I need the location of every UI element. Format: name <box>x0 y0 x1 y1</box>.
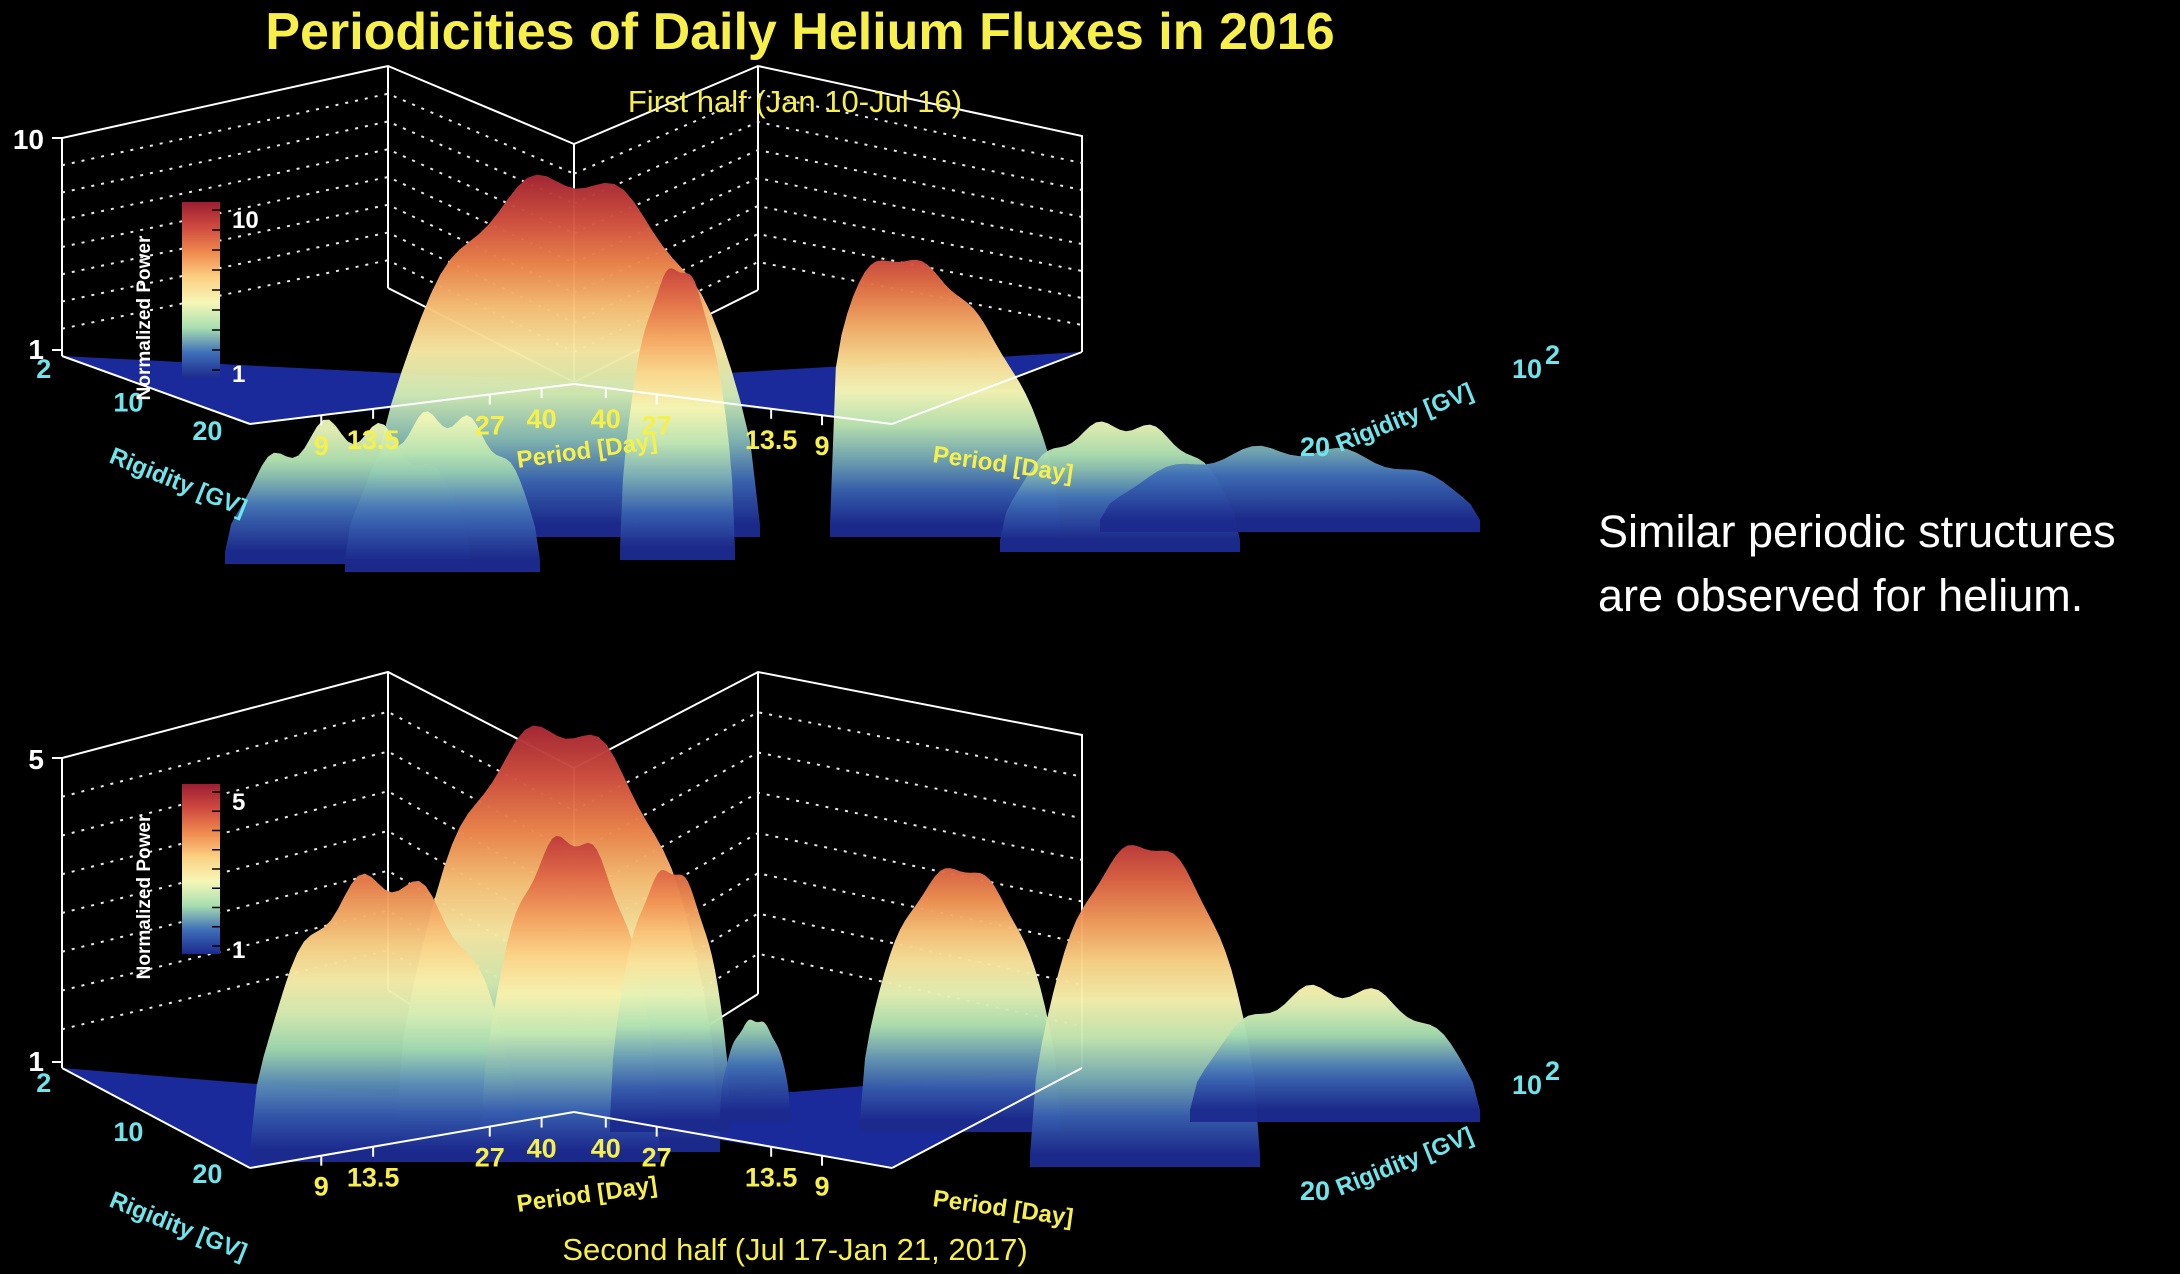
rigidity-tick-top-exponent: 2 <box>1545 340 1560 370</box>
z-tick-label-top: 10 <box>13 124 44 155</box>
panel-subtitle: Second half (Jul 17-Jan 21, 2017) <box>562 1232 1027 1267</box>
gridline-right <box>573 711 1083 812</box>
period-tick-left: 40 <box>527 404 557 434</box>
period-axis-left <box>249 1111 575 1169</box>
rigidity-axis-left <box>61 355 251 425</box>
rigidity-tick-right: 20 <box>1300 432 1330 462</box>
gridline-right <box>573 120 1083 205</box>
gridline-left <box>61 92 575 175</box>
surface-ridge <box>1100 445 1480 532</box>
z-tick-label-top: 5 <box>28 744 44 775</box>
surface-ridge <box>720 1019 790 1122</box>
period-axis-label-right: Period [Day] <box>931 1185 1075 1231</box>
period-tick-left: 9 <box>314 431 329 461</box>
gridline-right <box>573 751 1083 855</box>
rigidity-tick-left: 2 <box>36 1068 51 1098</box>
gridline-left <box>61 829 575 940</box>
surface-ridge <box>345 411 540 572</box>
colorbar-max-label: 10 <box>232 207 259 234</box>
z-tick-label-bottom: 1 <box>28 1046 44 1077</box>
rigidity-axis-right <box>891 351 1083 425</box>
side-note-line-1: Similar periodic structures <box>1598 506 2116 557</box>
side-note-line-2: are observed for helium. <box>1598 570 2084 621</box>
right-box-top-edge <box>573 64 1083 352</box>
rigidity-tick-left: 20 <box>192 1159 222 1189</box>
gridline-left <box>61 120 575 205</box>
period-tick-right: 13.5 <box>745 425 798 455</box>
colorbar-min-label: 1 <box>232 937 245 964</box>
period-tick-right: 9 <box>815 1172 830 1202</box>
panel-subtitle: First half (Jan 10-Jul 16) <box>628 84 962 119</box>
rigidity-axis-label-left: Rigidity [GV] <box>106 1187 251 1266</box>
gridline-right <box>573 176 1083 264</box>
rigidity-tick-left: 2 <box>36 354 51 384</box>
colorbar-min-label: 1 <box>232 361 245 388</box>
surface-ridge <box>830 259 1060 537</box>
period-tick-right: 9 <box>815 431 830 461</box>
period-tick-right: 27 <box>642 410 672 440</box>
gridline-right <box>573 148 1083 235</box>
rigidity-axis-left <box>61 1067 251 1169</box>
period-tick-left: 13.5 <box>347 1163 400 1193</box>
period-tick-right: 27 <box>642 1143 672 1173</box>
surface-ridge <box>620 268 735 560</box>
period-tick-right: 13.5 <box>745 1163 798 1193</box>
side-note: Similar periodic structures are observed… <box>1598 500 2116 628</box>
rigidity-axis-label-left: Rigidity [GV] <box>106 443 251 522</box>
colorbar-label: Normalized Power <box>134 814 155 979</box>
gridline-left <box>61 710 575 812</box>
colorbar-max-label: 5 <box>232 789 245 816</box>
surface-ridge <box>250 873 520 1162</box>
gridline-right <box>573 92 1083 175</box>
period-axis-left <box>249 383 575 425</box>
gridline-left <box>61 790 575 898</box>
colorbar-label: Normalized Power <box>134 235 155 400</box>
period-tick-left: 27 <box>475 410 505 440</box>
chart-title: Periodicities of Daily Helium Fluxes in … <box>265 3 1335 61</box>
rigidity-tick-right: 20 <box>1300 1176 1330 1206</box>
surface-ridge <box>610 870 730 1132</box>
surface-ridge <box>1190 984 1480 1122</box>
period-axis-label-left: Period [Day] <box>515 1172 659 1218</box>
period-tick-left: 13.5 <box>347 425 400 455</box>
gridline-left <box>61 750 575 855</box>
period-tick-right: 40 <box>591 1134 621 1164</box>
period-tick-right: 40 <box>591 404 621 434</box>
rigidity-axis-right <box>891 1067 1083 1169</box>
surface-ridge <box>860 868 1060 1132</box>
rigidity-tick-top-right: 10 <box>1512 354 1542 384</box>
rigidity-axis-label-right: Rigidity [GV] <box>1332 378 1477 457</box>
rigidity-tick-left: 20 <box>192 416 222 446</box>
period-tick-left: 9 <box>314 1172 329 1202</box>
z-tick-label-bottom: 1 <box>28 334 44 365</box>
rigidity-tick-left: 10 <box>113 387 143 417</box>
gridline-left <box>61 148 575 235</box>
rigidity-tick-top-exponent: 2 <box>1545 1056 1560 1086</box>
period-tick-left: 40 <box>527 1134 557 1164</box>
right-box-top-edge <box>573 670 1083 1068</box>
rigidity-tick-left: 10 <box>113 1117 143 1147</box>
rigidity-tick-top-right: 10 <box>1512 1070 1542 1100</box>
period-axis-right <box>573 1111 893 1169</box>
period-axis-right <box>573 383 893 425</box>
rigidity-axis-label-right: Rigidity [GV] <box>1332 1122 1477 1201</box>
period-tick-left: 27 <box>475 1143 505 1173</box>
